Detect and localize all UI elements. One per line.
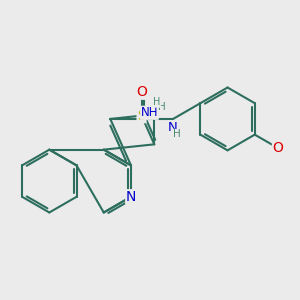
Text: H: H — [158, 102, 165, 112]
Text: O: O — [272, 141, 283, 155]
Text: H: H — [173, 129, 181, 140]
Text: N: N — [126, 190, 136, 204]
Text: NH: NH — [141, 106, 158, 119]
Text: S: S — [137, 109, 146, 123]
Text: O: O — [136, 85, 147, 99]
Text: H: H — [153, 97, 160, 107]
Text: N: N — [168, 121, 178, 134]
